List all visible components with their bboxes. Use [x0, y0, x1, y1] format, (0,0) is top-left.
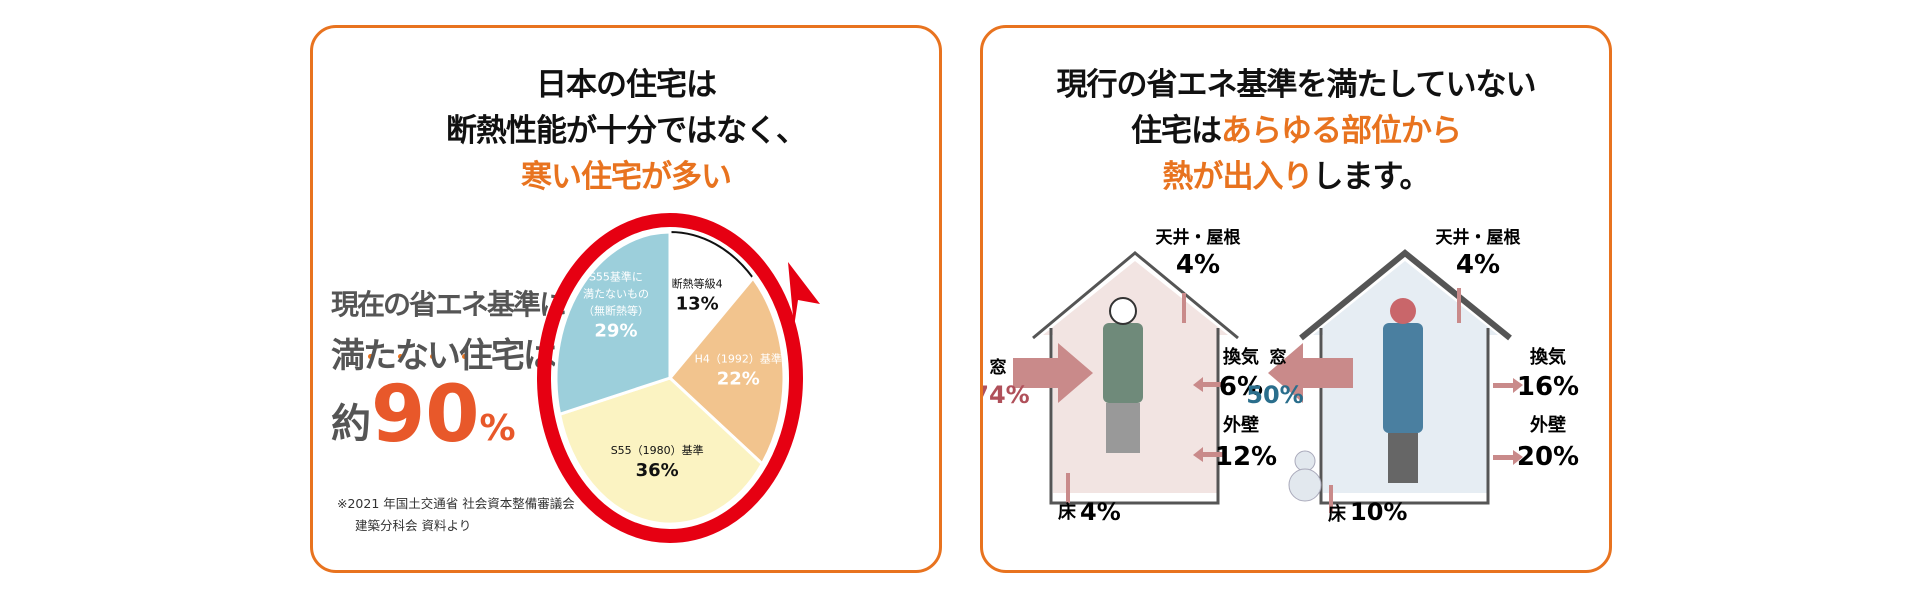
title-line-highlight: 寒い住宅が多い: [521, 159, 732, 195]
slice-label: S55基準に: [589, 269, 643, 283]
slice-label: 断熱等級4: [672, 277, 723, 291]
window-arrow-in: [1013, 343, 1093, 403]
person-icon: [1383, 323, 1423, 433]
title-text: 住宅は: [1131, 113, 1222, 149]
insulation-chart-card: 日本の住宅は 断熱性能が十分ではなく、 寒い住宅が多い 現在の省エネ基準に 満た…: [310, 25, 942, 573]
title-highlight: 熱が出入り: [1162, 159, 1314, 195]
winter-window-label: 窓: [1270, 347, 1287, 368]
summer-vent-value: 6%: [1219, 372, 1263, 402]
window-arrow-out: [1268, 343, 1353, 403]
summer-vent-label: 換気: [1223, 346, 1259, 368]
headline-prefix: 約: [331, 401, 371, 447]
wall: [1319, 328, 1490, 505]
title-line: 断熱性能が十分ではなく、: [446, 113, 807, 149]
card-title: 現行の省エネ基準を満たしていない 住宅はあらゆる部位から 熱が出入りします。: [983, 62, 1609, 200]
winter-floor-label: 床: [1328, 503, 1347, 525]
summer-floor-label: 床: [1058, 501, 1077, 523]
pie-chart: 断熱等級4 13% H4（1992）基準 22% S55（1980）基準 36% S55基準…: [537, 213, 820, 543]
winter-floor-value: 10%: [1350, 498, 1407, 526]
ring-arrowhead: [788, 262, 820, 327]
red-ring: [537, 213, 803, 543]
note-line: ※2021 年国土交通省 社会資本整備審議会: [337, 496, 575, 511]
slice-value: 36%: [636, 460, 679, 481]
pie-slice: [669, 230, 755, 381]
title-text: します。: [1312, 159, 1431, 195]
winter-roof-value: 4%: [1456, 250, 1500, 280]
summer-window-value: 74%: [983, 381, 1030, 409]
headline-line: 現在の省エネ基準に: [331, 288, 567, 321]
title-line: 熱が出入りします。: [983, 154, 1609, 200]
source-note: ※2021 年国土交通省 社会資本整備審議会 建築分科会 資料より: [337, 493, 575, 537]
winter-house: [1268, 249, 1523, 513]
roof-arrow: [1182, 293, 1186, 323]
heat-loss-card: 現行の省エネ基準を満たしていない 住宅はあらゆる部位から 熱が出入りします。 天…: [980, 25, 1612, 573]
summer-house: [1013, 251, 1239, 505]
winter-window-value: 50%: [1246, 381, 1303, 409]
title-line: 現行の省エネ基準を満たしていない: [1056, 67, 1536, 103]
floor-arrow: [1329, 485, 1333, 513]
wall: [1049, 328, 1220, 505]
slice-label: （無断熱等）: [583, 303, 649, 317]
vent-arrow-in: [1193, 377, 1223, 392]
headline-line: 満たない住宅は: [331, 336, 557, 376]
summer-roof-value: 4%: [1176, 250, 1220, 280]
headline-unit: %: [479, 408, 516, 449]
headline-number: 90: [371, 370, 480, 460]
card-title: 日本の住宅は 断熱性能が十分ではなく、 寒い住宅が多い: [313, 62, 939, 200]
pie-slice: [554, 230, 672, 417]
summer-floor-value: 4%: [1080, 498, 1121, 526]
wall-arrow-in: [1193, 447, 1223, 462]
slice-value: 29%: [594, 320, 637, 341]
winter-roof-label: 天井・屋根: [1436, 227, 1521, 248]
title-highlight: あらゆる部位から: [1221, 113, 1462, 149]
slice-value: 13%: [676, 294, 719, 315]
summer-wall-value: 12%: [1215, 442, 1277, 472]
emphasis-dots: [368, 354, 518, 360]
roof-arrow: [1457, 288, 1461, 323]
title-line: 住宅はあらゆる部位から: [983, 108, 1609, 154]
winter-vent-value: 16%: [1517, 372, 1579, 402]
slice-label: H4（1992）基準: [695, 351, 782, 365]
wall-arrow-out: [1493, 450, 1523, 465]
person-icon: [1103, 323, 1143, 403]
slice-value: 22%: [717, 368, 760, 389]
floor-arrow: [1066, 473, 1070, 503]
roof: [1299, 249, 1512, 341]
slice-label: S55（1980）基準: [611, 443, 704, 457]
vent-arrow-out: [1493, 378, 1523, 393]
summer-window-label: 窓: [990, 357, 1007, 378]
snowman-icon: [1294, 450, 1316, 472]
winter-vent-label: 換気: [1530, 346, 1566, 368]
slice-label: 満たないもの: [583, 287, 649, 300]
roof: [1032, 251, 1239, 340]
pie-slice: [667, 275, 786, 467]
title-line: 日本の住宅は: [536, 67, 717, 103]
summer-roof-label: 天井・屋根: [1156, 227, 1241, 248]
winter-wall-value: 20%: [1517, 442, 1579, 472]
house-diagrams: 天井・屋根 4% 窓 74% 換気 6% 外壁 12% 床 4% 天井・屋根 4…: [983, 227, 1579, 526]
summer-wall-label: 外壁: [1223, 414, 1259, 436]
headline-value: 約 90 %: [331, 373, 516, 457]
pie-slice: [557, 376, 765, 526]
winter-wall-label: 外壁: [1530, 414, 1566, 436]
note-line: 建築分科会 資料より: [355, 518, 472, 533]
